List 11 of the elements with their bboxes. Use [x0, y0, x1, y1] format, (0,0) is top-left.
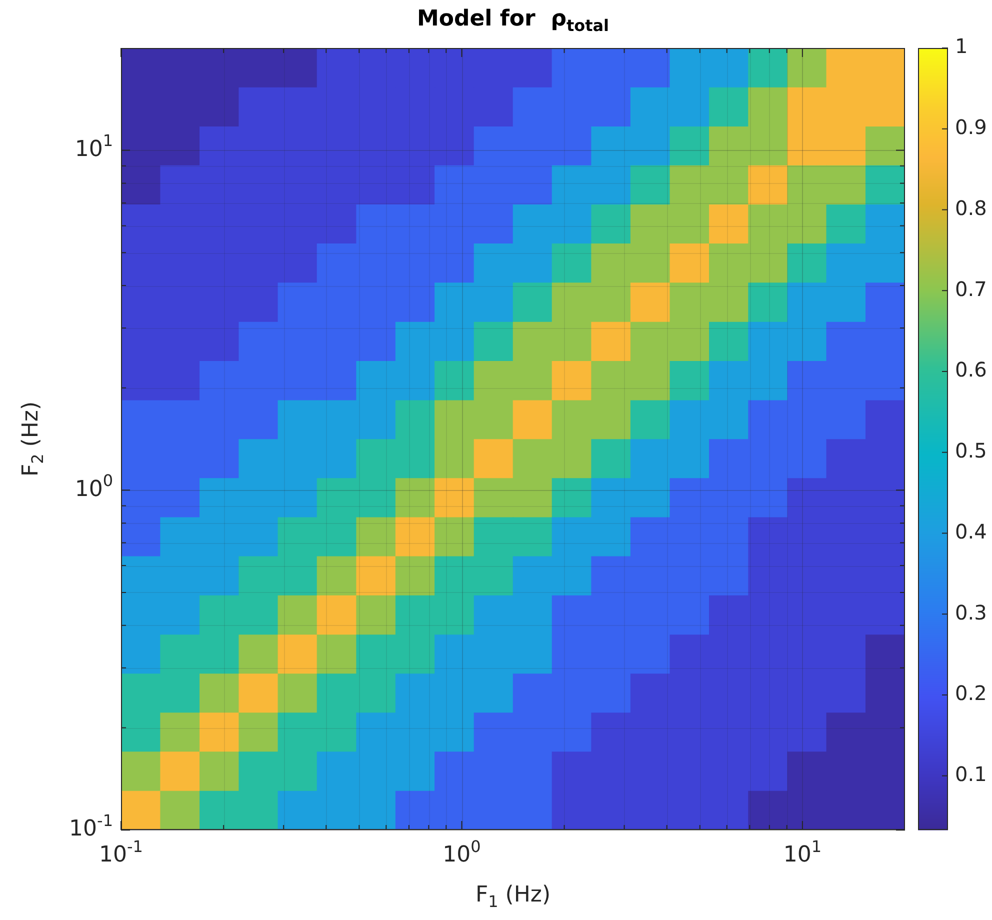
y-axis-title: F2 (Hz) — [18, 401, 47, 477]
color-bar-label: 0.8 — [955, 196, 987, 220]
color-bar-label: 0.7 — [955, 276, 987, 301]
color-bar-label: 0.2 — [955, 681, 987, 706]
color-bar-label: 0.9 — [955, 115, 987, 140]
color-bar-label: 0.5 — [955, 438, 987, 463]
color-bar-label: 0.1 — [955, 762, 987, 786]
color-bar-label: 0.4 — [955, 519, 987, 544]
color-bar-label: 1 — [955, 34, 968, 58]
color-bar-label: 0.3 — [955, 600, 987, 624]
color-bar-label: 0.6 — [955, 358, 987, 382]
